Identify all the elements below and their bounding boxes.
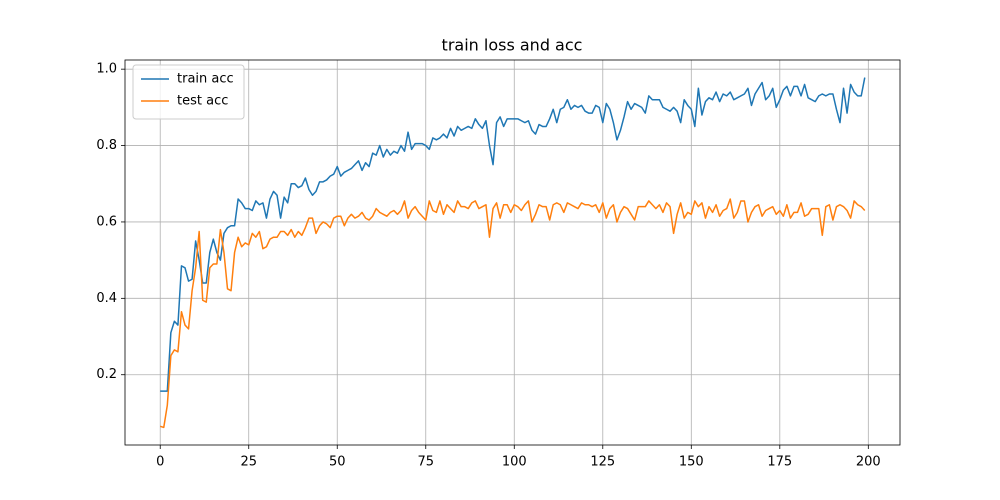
y-tick-label: 0.4 [96, 291, 117, 306]
x-tick-label: 125 [590, 455, 615, 470]
legend: train acc test acc [132, 64, 245, 120]
legend-label: test acc [177, 94, 228, 109]
x-tick-label: 150 [679, 455, 704, 470]
x-tick-label: 50 [329, 455, 346, 470]
series-line [159, 198, 866, 429]
series-line [160, 77, 866, 392]
y-tick-label: 1.0 [96, 62, 117, 77]
x-tick-label: 200 [856, 455, 881, 470]
legend-label: train acc [177, 72, 234, 87]
x-tick-label: 75 [417, 455, 434, 470]
x-tick-label: 175 [767, 455, 792, 470]
x-tick-label: 25 [240, 455, 257, 470]
y-tick-label: 0.6 [96, 214, 117, 229]
x-tick-label: 0 [156, 455, 164, 470]
x-tick-label: 100 [502, 455, 527, 470]
y-tick-label: 0.2 [96, 367, 117, 382]
chart-title: train loss and acc [442, 36, 583, 55]
plot-frame [124, 59, 901, 446]
y-tick-label: 0.8 [96, 138, 117, 153]
